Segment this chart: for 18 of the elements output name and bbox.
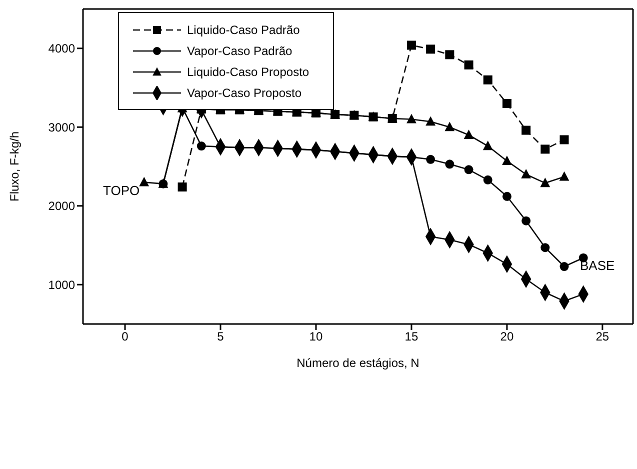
legend-label: Vapor-Caso Proposto [187, 86, 302, 100]
y-tick-label: 1000 [48, 278, 76, 292]
legend-label: Liquido-Caso Padrão [187, 22, 300, 36]
x-axis-title: Número de estágios, N [296, 356, 420, 370]
x-tick-label: 20 [500, 330, 514, 344]
legend-label: Vapor-Caso Padrão [187, 44, 292, 58]
y-tick-label: 4000 [48, 42, 76, 56]
y-axis-title: Fluxo, F-kg/h [7, 131, 22, 202]
annotation: TOPO [103, 183, 140, 198]
x-tick-label: 25 [596, 330, 610, 344]
x-tick-label: 15 [404, 330, 418, 344]
x-tick-label: 10 [309, 330, 323, 344]
x-tick-label: 5 [217, 330, 224, 344]
x-tick-label: 0 [122, 330, 129, 344]
y-tick-label: 3000 [48, 120, 76, 134]
legend-label: Liquido-Caso Proposto [187, 64, 310, 78]
y-tick-label: 2000 [48, 199, 76, 214]
annotation: BASE [580, 258, 615, 273]
